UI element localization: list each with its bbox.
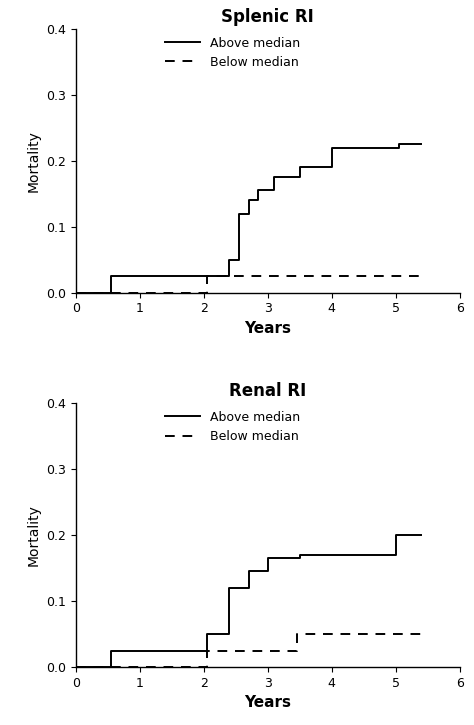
Above median bbox=[73, 663, 79, 671]
Above median bbox=[108, 289, 114, 297]
Above median bbox=[329, 163, 335, 172]
Above median bbox=[227, 630, 232, 639]
Above median bbox=[255, 196, 261, 204]
Above median bbox=[297, 173, 302, 182]
Above median bbox=[227, 255, 232, 264]
Below median bbox=[73, 289, 79, 297]
Below median bbox=[294, 630, 300, 639]
Below median bbox=[294, 646, 300, 655]
Above median bbox=[246, 196, 251, 204]
Above median bbox=[329, 144, 335, 152]
Above median bbox=[227, 272, 232, 281]
Above median bbox=[255, 186, 261, 195]
Legend: Above median, Below median: Above median, Below median bbox=[160, 32, 305, 74]
Above median bbox=[396, 144, 402, 152]
Line: Below median: Below median bbox=[76, 276, 421, 293]
Above median bbox=[271, 173, 277, 182]
Above median bbox=[396, 140, 402, 149]
Line: Below median: Below median bbox=[76, 634, 421, 667]
Above median bbox=[265, 567, 271, 576]
Below median bbox=[204, 646, 210, 655]
Above median bbox=[297, 550, 302, 559]
Title: Splenic RI: Splenic RI bbox=[221, 8, 314, 26]
Above median bbox=[393, 550, 399, 559]
Below median bbox=[204, 289, 210, 297]
Above median bbox=[265, 554, 271, 563]
Below median bbox=[419, 272, 424, 281]
Above median bbox=[204, 646, 210, 655]
Legend: Above median, Below median: Above median, Below median bbox=[160, 406, 305, 448]
X-axis label: Years: Years bbox=[244, 695, 292, 710]
Title: Renal RI: Renal RI bbox=[229, 382, 306, 400]
Above median bbox=[297, 554, 302, 563]
Above median bbox=[393, 531, 399, 539]
Above median bbox=[204, 630, 210, 639]
Below median bbox=[73, 663, 79, 671]
Below median bbox=[204, 663, 210, 671]
Line: Above median: Above median bbox=[76, 535, 421, 667]
Above median bbox=[236, 210, 242, 218]
Above median bbox=[246, 567, 251, 576]
Above median bbox=[419, 531, 424, 539]
Below median bbox=[204, 272, 210, 281]
Line: Above median: Above median bbox=[76, 144, 421, 293]
Above median bbox=[297, 163, 302, 172]
Y-axis label: Mortality: Mortality bbox=[27, 130, 41, 191]
Above median bbox=[246, 584, 251, 592]
Above median bbox=[108, 646, 114, 655]
Above median bbox=[227, 584, 232, 592]
Above median bbox=[271, 186, 277, 195]
X-axis label: Years: Years bbox=[244, 321, 292, 336]
Above median bbox=[108, 272, 114, 281]
Above median bbox=[419, 140, 424, 149]
Below median bbox=[419, 630, 424, 639]
Above median bbox=[246, 210, 251, 218]
Above median bbox=[236, 255, 242, 264]
Above median bbox=[108, 663, 114, 671]
Y-axis label: Mortality: Mortality bbox=[27, 505, 41, 566]
Above median bbox=[73, 289, 79, 297]
